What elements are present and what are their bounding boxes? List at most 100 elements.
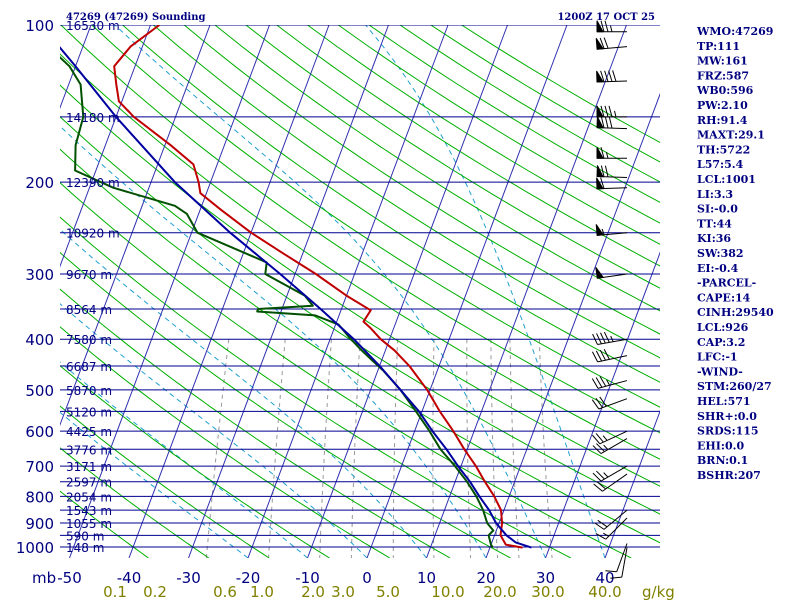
temperature-axis-labels: -50 -40 -30 -20 -10 0 10 20 30 40: [57, 569, 614, 587]
mixing-ratio-line: [509, 339, 520, 558]
wind-barb: [591, 349, 628, 363]
isotherm: [60, 25, 151, 268]
wind-barb: [595, 267, 628, 279]
index-value: CINH:29540: [697, 306, 774, 319]
pressure-tick-label: 300: [25, 266, 54, 284]
height-label: 12390 m: [66, 176, 120, 190]
index-value: TH:5722: [697, 143, 750, 156]
mixing-ratio-lines: [205, 339, 553, 558]
index-value: WMO:47269: [696, 25, 773, 38]
wind-barb: [592, 465, 628, 482]
temperature-tick-label: -20: [236, 569, 261, 587]
mixing-ratio-line: [268, 339, 286, 558]
index-value: STM:260/27: [697, 380, 772, 393]
index-value: SHR+:0.0: [697, 410, 757, 423]
height-label: 16530 m: [66, 19, 120, 33]
wind-barb: [595, 37, 628, 50]
height-label: 1543 m: [66, 504, 112, 518]
temperature-tick-label: 20: [476, 569, 495, 587]
index-value: MW:161: [697, 55, 748, 68]
index-value: CAP:3.2: [697, 336, 745, 349]
height-labels: 16530 m 14180 m 12390 m 10920 m 9670 m 8564 m…: [66, 19, 120, 555]
temperature-tick-label: 30: [536, 569, 555, 587]
index-value: WB0:596: [696, 84, 754, 97]
wind-barb: [592, 430, 628, 445]
wind-barbs: [591, 20, 628, 579]
index-value: MAXT:29.1: [697, 129, 765, 142]
pressure-tick-label: 1000: [16, 539, 54, 557]
wind-barb: [594, 509, 628, 530]
index-value: LFC:-1: [697, 351, 738, 364]
wind-barb: [596, 20, 627, 33]
index-value: SI:-0.0: [697, 203, 738, 216]
dry-adiabat: [60, 365, 330, 558]
wind-barb: [596, 70, 628, 83]
dry-adiabat: [276, 25, 660, 267]
dry-adiabat: [91, 25, 660, 408]
height-label: 2054 m: [66, 490, 112, 504]
mixing-ratio-tick-label: 0.2: [143, 583, 167, 600]
mixing-ratio-line: [490, 339, 498, 558]
height-label: 5120 m: [66, 405, 112, 419]
dry-adiabat: [122, 25, 660, 383]
wind-barb: [592, 331, 628, 345]
height-label: 4425 m: [66, 425, 112, 439]
isotherm: [545, 251, 660, 558]
isotherm: [604, 410, 660, 558]
dry-adiabat: [60, 288, 451, 558]
height-label: 14180 m: [66, 111, 120, 125]
mixing-ratio-unit-label: g/kg: [642, 583, 675, 600]
index-value: PW:2.10: [697, 99, 748, 112]
isotherm: [366, 25, 568, 558]
profile-line-3: [60, 46, 532, 549]
index-value: L57:5.4: [697, 158, 744, 171]
wind-barb: [593, 473, 628, 492]
height-label: 7580 m: [66, 333, 112, 347]
mixing-ratio-line: [466, 339, 472, 558]
mixing-ratio-tick-label: 20.0: [483, 583, 516, 600]
isotherm: [485, 92, 660, 558]
mixing-ratio-tick-label: 2.0: [301, 583, 325, 600]
wind-barb: [610, 547, 628, 579]
wind-barb: [596, 116, 628, 130]
wind-barb: [596, 146, 627, 159]
temperature-tick-label: 10: [417, 569, 436, 587]
moist-adiabat: [60, 303, 368, 558]
temperature-tick-label: -30: [176, 569, 201, 587]
dry-adiabat: [307, 25, 660, 245]
height-label: 5870 m: [66, 384, 112, 398]
pressure-tick-label: 600: [25, 423, 54, 441]
sounding-profiles: [60, 25, 532, 549]
mixing-ratio-line: [350, 339, 361, 558]
isotherm: [128, 25, 330, 558]
wind-barb: [595, 517, 628, 540]
isotherm: [188, 25, 389, 558]
height-label: 590 m: [66, 529, 104, 543]
mixing-ratio-tick-label: 30.0: [531, 583, 564, 600]
height-label: 2597 m: [66, 476, 112, 490]
wind-barb: [605, 543, 628, 573]
index-value: FRZ:587: [697, 69, 749, 82]
dry-adiabat: [214, 25, 660, 312]
dry-adiabat: [183, 25, 660, 335]
dry-adiabat: [60, 25, 660, 434]
dry-adiabat: [60, 405, 270, 558]
pressure-tick-label: 500: [25, 382, 54, 400]
dry-adiabat: [60, 116, 660, 515]
index-value: RH:91.4: [697, 114, 748, 127]
pressure-tick-label: 800: [25, 488, 54, 506]
mixing-ratio-tick-label: 5.0: [376, 583, 400, 600]
height-label: 148 m: [66, 541, 104, 555]
profile-line-1: [113, 25, 523, 549]
pressure-tick-label: 700: [25, 458, 54, 476]
mixing-ratio-tick-label: 3.0: [331, 583, 355, 600]
sounding-time: 1200Z 17 OCT 25: [557, 12, 655, 23]
mixing-ratio-line: [432, 339, 435, 558]
dry-adiabat: [60, 447, 210, 558]
dry-adiabat: [60, 182, 632, 558]
isotherm-lines: [60, 25, 660, 558]
pressure-tick-label: 200: [25, 174, 54, 192]
index-value: SRDS:115: [697, 425, 759, 438]
